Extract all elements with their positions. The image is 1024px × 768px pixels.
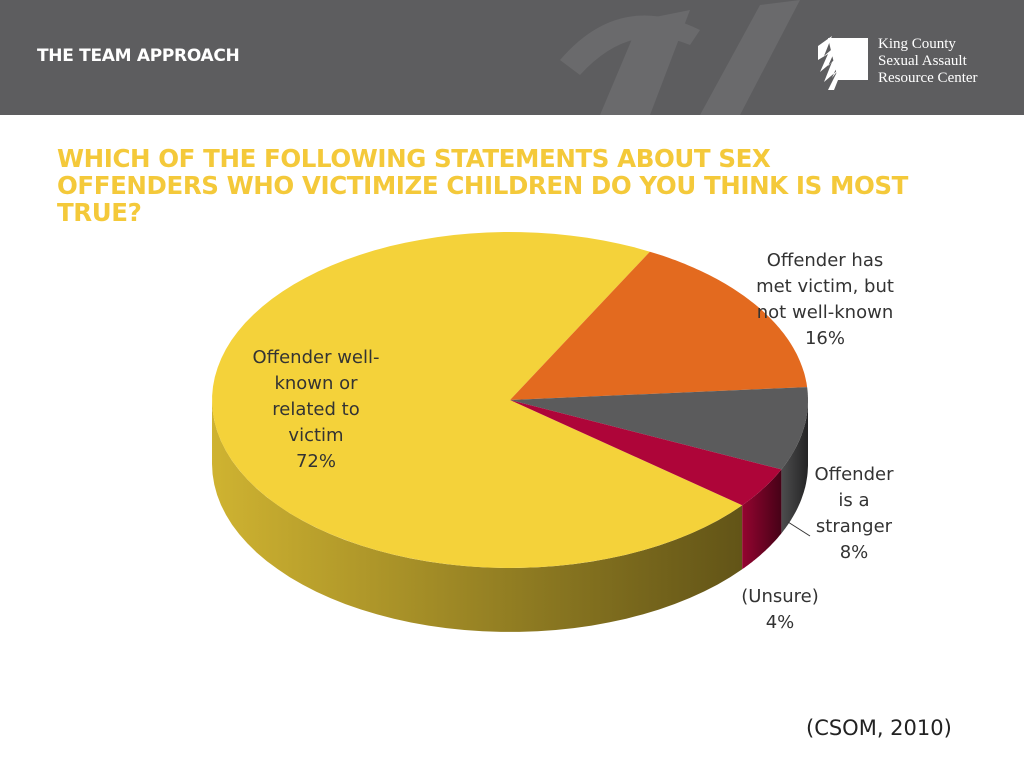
pie-slice-side bbox=[742, 469, 782, 570]
header-title: THE TEAM APPROACH bbox=[37, 46, 240, 66]
value-label: 72% bbox=[295, 451, 336, 472]
slice-label: Offender has met victim, but not well-kn… bbox=[750, 248, 900, 352]
value-label: 16% bbox=[804, 328, 845, 349]
source: (CSOM, 2010) bbox=[806, 716, 952, 740]
logo-text: King County bbox=[878, 36, 956, 52]
slice-label: Offender is a stranger 8% bbox=[808, 462, 900, 566]
category-label: (Unsure) bbox=[741, 586, 819, 607]
slice-label: (Unsure) 4% bbox=[730, 584, 830, 636]
value-label: 8% bbox=[839, 542, 869, 563]
category-label: Offender is a stranger bbox=[814, 464, 894, 537]
pie-slice bbox=[510, 387, 808, 470]
header-bar: THE TEAM APPROACH King County Sexual Ass… bbox=[0, 0, 1024, 115]
pie-slice bbox=[510, 400, 782, 506]
pie-slice-side bbox=[781, 400, 808, 534]
slice-label: Offender well-known or related to victim… bbox=[245, 345, 387, 475]
chart-title: WHICH OF THE FOLLOWING STATEMENTS ABOUT … bbox=[57, 144, 908, 227]
category-label: Offender has met victim, but not well-kn… bbox=[756, 250, 894, 323]
leader-line bbox=[787, 521, 811, 537]
logo-text: Resource Center bbox=[878, 70, 978, 86]
category-label: Offender well-known or related to victim bbox=[252, 347, 380, 446]
header-decoration bbox=[560, 0, 868, 115]
value-label: 4% bbox=[765, 612, 795, 633]
logo-text: Sexual Assault bbox=[878, 53, 967, 69]
